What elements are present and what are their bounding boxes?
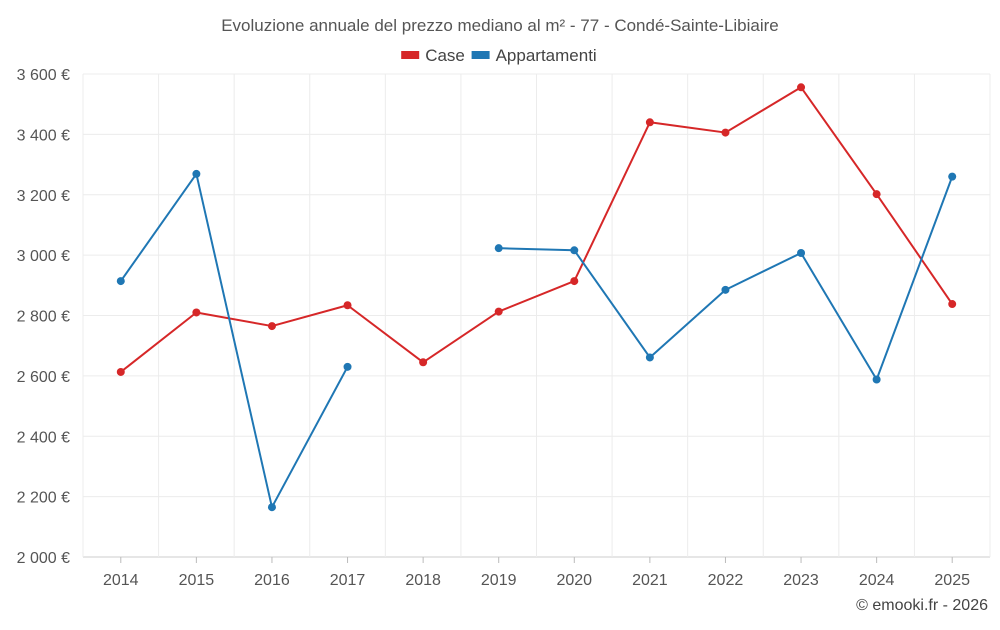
footer-credit: © emooki.fr - 2026 xyxy=(856,597,988,614)
point-case xyxy=(645,118,654,127)
x-tick-label: 2018 xyxy=(405,572,441,589)
point-appartamenti xyxy=(948,172,957,181)
point-appartamenti xyxy=(343,362,352,371)
point-appartamenti xyxy=(645,353,654,362)
legend-swatch-appartamenti xyxy=(471,51,490,59)
point-case xyxy=(797,83,806,92)
point-case xyxy=(419,358,428,367)
y-tick-label: 2 800 € xyxy=(17,309,70,326)
legend-label-appartamenti: Appartamenti xyxy=(496,46,597,65)
y-tick-label: 2 200 € xyxy=(17,490,70,507)
series-line-case xyxy=(120,86,954,373)
legend-label-case: Case xyxy=(425,46,465,65)
point-case xyxy=(570,277,579,286)
legend: Case Appartamenti xyxy=(401,46,597,65)
point-case xyxy=(721,128,730,137)
x-tick-label: 2020 xyxy=(556,572,592,589)
y-tick-label: 2 400 € xyxy=(17,429,70,446)
y-tick-label: 2 600 € xyxy=(17,369,70,386)
point-appartamenti xyxy=(494,244,503,253)
point-case xyxy=(192,308,201,317)
point-appartamenti xyxy=(721,285,730,294)
legend-swatch-case xyxy=(401,51,420,59)
x-tick-label: 2024 xyxy=(859,572,895,589)
point-appartamenti xyxy=(797,249,806,258)
point-appartamenti xyxy=(192,169,201,178)
point-case xyxy=(343,301,352,310)
point-appartamenti xyxy=(570,246,579,255)
point-case xyxy=(494,307,503,316)
x-tick-label: 2019 xyxy=(481,572,517,589)
point-appartamenti xyxy=(267,503,276,512)
series-line-appartamenti xyxy=(119,172,349,509)
y-tick-label: 3 600 € xyxy=(17,67,70,84)
series-line-appartamenti xyxy=(498,176,954,381)
y-tick-label: 3 400 € xyxy=(17,127,70,144)
x-tick-label: 2023 xyxy=(783,572,819,589)
grid xyxy=(82,73,991,558)
y-tick-label: 3 000 € xyxy=(17,248,70,265)
x-axis: 2014 2015 2016 2017 2018 2019 2020 2021 2022 2023… xyxy=(103,557,970,589)
point-case xyxy=(116,367,125,376)
chart-title: Evoluzione annuale del prezzo mediano al… xyxy=(221,16,779,35)
x-tick-label: 2022 xyxy=(708,572,744,589)
x-tick-label: 2014 xyxy=(103,572,139,589)
x-tick-label: 2025 xyxy=(934,572,970,589)
point-case xyxy=(872,190,881,199)
y-axis: 2 000 € 2 200 € 2 400 € 2 600 € 2 800 € 3 000… xyxy=(17,67,70,567)
y-tick-label: 2 000 € xyxy=(17,550,70,567)
point-case xyxy=(948,300,957,309)
series-layer xyxy=(116,83,957,512)
x-tick-label: 2016 xyxy=(254,572,290,589)
point-appartamenti xyxy=(872,375,881,384)
point-case xyxy=(267,322,276,331)
point-appartamenti xyxy=(116,277,125,286)
x-tick-label: 2015 xyxy=(179,572,215,589)
y-tick-label: 3 200 € xyxy=(17,188,70,205)
x-tick-label: 2021 xyxy=(632,572,668,589)
x-tick-label: 2017 xyxy=(330,572,366,589)
